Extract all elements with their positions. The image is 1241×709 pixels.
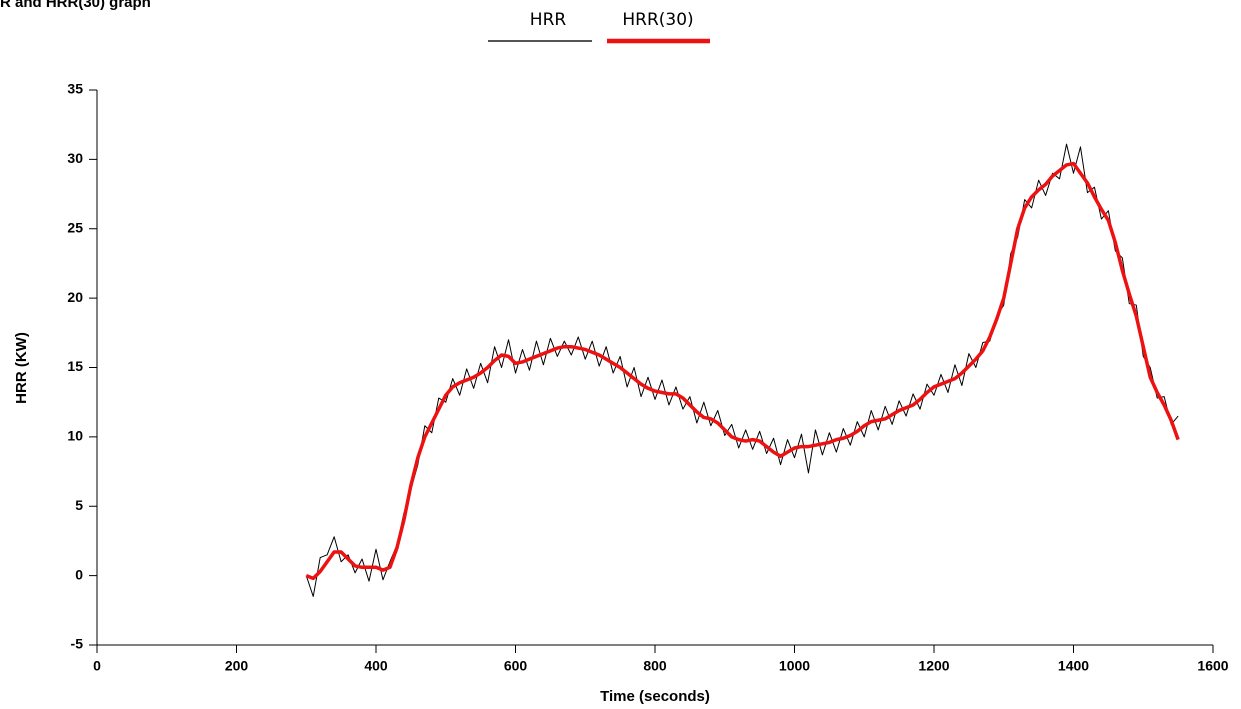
x-tick-label: 1200 <box>918 658 949 674</box>
y-axis-label: HRR (KW) <box>13 332 30 404</box>
y-tick-label: 10 <box>67 428 83 444</box>
x-tick-label: 1000 <box>779 658 810 674</box>
x-tick-label: 600 <box>504 658 528 674</box>
chart-title: R and HRR(30) graph <box>0 0 151 11</box>
x-tick-label: 800 <box>643 658 667 674</box>
y-tick-label: 5 <box>75 497 83 513</box>
x-axis-label: Time (seconds) <box>600 688 710 705</box>
y-tick-label: 15 <box>67 358 83 374</box>
x-tick-label: 1400 <box>1058 658 1089 674</box>
legend-label: HRR <box>530 10 567 30</box>
y-tick-label: 0 <box>75 566 83 582</box>
x-tick-label: 1600 <box>1197 658 1228 674</box>
data-line <box>305 161 1180 581</box>
y-tick-label: 25 <box>67 219 83 235</box>
x-tick-label: 200 <box>225 658 249 674</box>
x-tick-label: 400 <box>364 658 388 674</box>
y-tick-label: 20 <box>67 289 83 305</box>
y-tick-label: -5 <box>71 636 84 652</box>
y-tick-label: 35 <box>67 81 83 97</box>
legend-label: HRR(30) <box>622 10 693 30</box>
data-line <box>305 143 1179 597</box>
y-tick-label: 30 <box>67 150 83 166</box>
x-tick-label: 0 <box>93 658 101 674</box>
